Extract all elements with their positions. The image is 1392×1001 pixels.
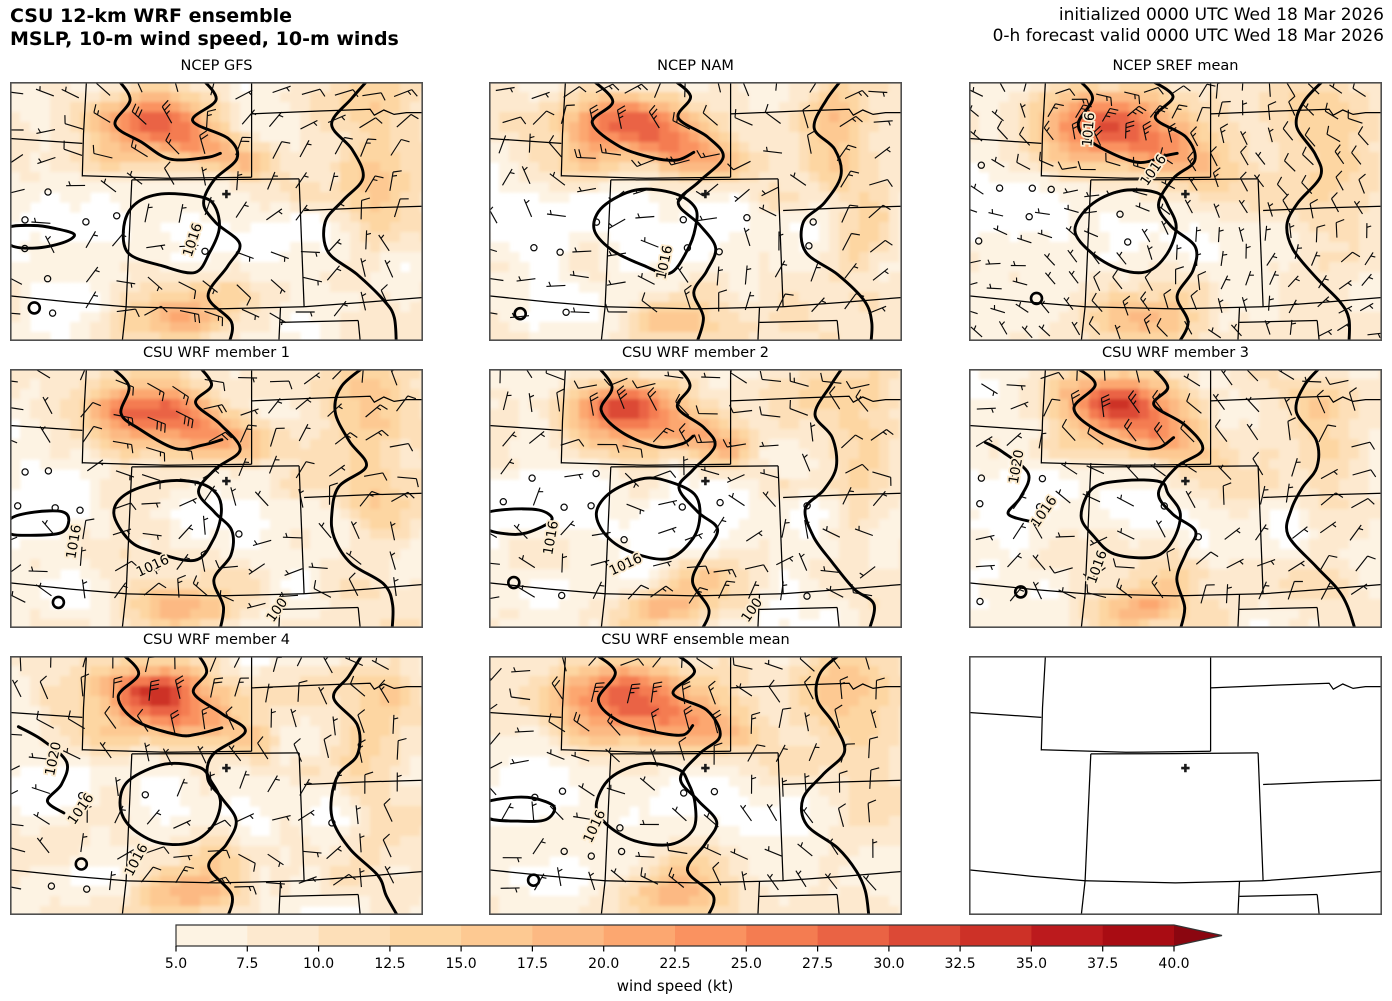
state-borders [489,82,902,341]
state-borders [10,369,423,628]
windspeed-fill [489,369,902,628]
panel-border [10,369,423,628]
figure-title-line1: CSU 12-km WRF ensemble [10,5,292,27]
map-panel-ensmean: 1016 [489,656,902,915]
state-borders [969,656,1382,915]
wind-barbs [10,369,419,609]
windspeed-fill [10,82,423,341]
windspeed-fill [10,369,423,628]
panel-title-member2: CSU WRF member 2 [621,345,769,361]
station-marker [701,763,710,773]
station-marker [701,189,710,199]
wind-barbs [489,369,894,604]
map-panel-gfs: 1016 [10,82,423,341]
panel-title-member1: CSU WRF member 1 [142,345,290,361]
map-panel-empty [969,656,1382,915]
station-marker [1181,476,1190,486]
panel-border [10,656,423,915]
colorbar-ticks [175,946,1175,952]
mslp-contours [16,656,399,915]
panel-title-member4: CSU WRF member 4 [142,632,290,648]
panel-title-member3: CSU WRF member 3 [1101,345,1249,361]
station-marker [222,763,231,773]
mslp-contours [1029,82,1352,341]
panel-border [969,656,1382,915]
station-marker [1181,763,1190,773]
svg-text:1016: 1016 [1079,112,1098,148]
panel-border [489,369,902,628]
station-marker [222,189,231,199]
colorbar-swatches [176,925,1222,946]
panel-title-sref: NCEP SREF mean [1112,58,1239,74]
wind-barbs [975,369,1377,606]
colorbar-extend-arrow [1174,925,1222,946]
wind-barbs [969,82,1382,340]
state-borders [10,82,423,341]
init-valid-text: initialized 0000 UTC Wed 18 Mar 2026 0-h… [993,5,1384,48]
station-marker [1181,189,1190,199]
panel-border [489,656,902,915]
figure-title: CSU 12-km WRF ensemble MSLP, 10-m wind s… [10,5,399,51]
mslp-contours [983,369,1357,628]
panel-border [969,369,1382,628]
panel-title-ensmean: CSU WRF ensemble mean [601,632,790,648]
init-line: initialized 0000 UTC Wed 18 Mar 2026 [1058,5,1384,25]
wind-barbs [489,656,885,893]
panel-border [10,82,423,341]
windspeed-fill [489,82,902,341]
colorbar-tick-labels: 5.0 7.5 10.0 12.5 15.0 17.5 20.0 22.5 25.0 27.5 30… [165,956,1190,972]
valid-line: 0-h forecast valid 0000 UTC Wed 18 Mar 2… [992,26,1384,47]
panel-border [489,82,902,341]
mslp-contours [10,82,398,341]
colorbar-axis-label: wind speed (kt) [617,977,734,995]
colorbar-outline [175,924,1223,947]
mslp-contours [489,369,876,628]
wind-barbs [10,656,407,895]
panel-border [969,82,1382,341]
state-borders [969,369,1382,628]
station-marker [222,476,231,486]
station-marker [701,476,710,486]
colorbar: 5.0 7.5 10.0 12.5 15.0 17.5 20.0 22.5 25.0 27.5 30… [165,924,1223,995]
state-borders [489,656,902,915]
figure-title-line2: MSLP, 10-m wind speed, 10-m winds [10,28,399,51]
panel-title-nam: NCEP NAM [657,58,734,74]
panel-title-gfs: NCEP GFS [180,58,253,74]
map-panel-nam: 1016 [489,82,902,341]
